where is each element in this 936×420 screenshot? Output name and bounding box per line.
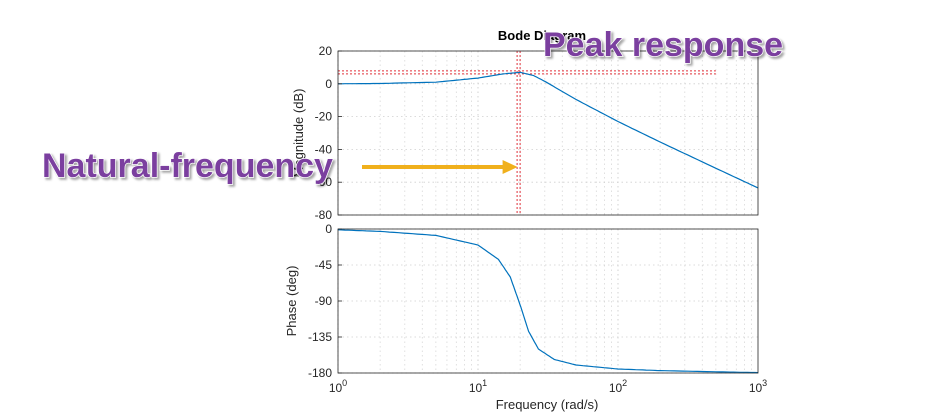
arrow-head [502, 160, 518, 174]
x-tick-label: 100 [329, 378, 347, 395]
y-tick-label: 0 [325, 77, 332, 91]
reference-markers [338, 51, 716, 215]
phase-line [337, 229, 759, 374]
chart-title: Bode Diagram [498, 28, 586, 43]
magnitude-y-axis-label: Magnitude (dB) [291, 89, 306, 178]
y-tick-label: -80 [315, 208, 333, 222]
y-tick-label: -60 [315, 175, 333, 189]
peak-response-annotation: Peak response [543, 26, 783, 64]
y-tick-label: 20 [319, 44, 333, 58]
x-tick-labels: 100 101 102 103 [329, 378, 767, 395]
y-tick-label: -90 [315, 294, 333, 308]
y-tick-label: -45 [315, 258, 333, 272]
x-tick-label: 101 [469, 378, 487, 395]
phase-y-ticks: 0 -45 -90 -135 -180 [308, 222, 342, 380]
y-tick-label: -20 [315, 110, 333, 124]
x-axis-label: Frequency (rad/s) [496, 397, 599, 412]
x-tick-label: 102 [609, 378, 627, 395]
natural-frequency-arrow [362, 160, 518, 174]
y-tick-label: -180 [308, 366, 332, 380]
x-tick-label: 103 [749, 378, 767, 395]
phase-grid [337, 228, 758, 374]
magnitude-grid [337, 50, 758, 216]
natural-frequency-annotation: Natural-frequency [42, 147, 333, 185]
y-tick-label: -135 [308, 330, 332, 344]
magnitude-axes-frame [337, 50, 759, 216]
phase-y-axis-label: Phase (deg) [284, 266, 299, 337]
y-tick-label: -40 [315, 142, 333, 156]
magnitude-y-ticks: 20 0 -20 -40 -60 -80 [315, 44, 342, 222]
magnitude-line [338, 71, 759, 189]
y-tick-label: 0 [325, 222, 332, 236]
